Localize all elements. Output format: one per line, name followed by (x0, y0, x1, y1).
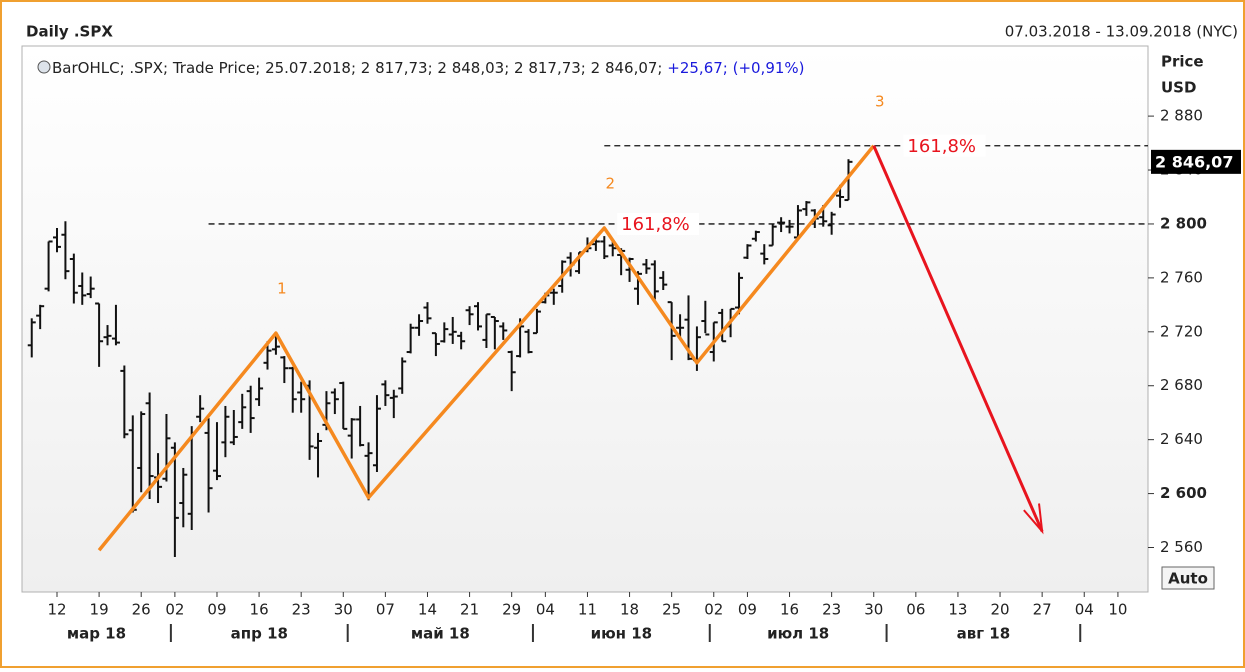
y-tick-label: 2 600 (1160, 484, 1207, 502)
x-tick-label: 12 (47, 601, 66, 619)
y-tick-label: 2 800 (1160, 214, 1207, 232)
x-tick-label: 21 (460, 601, 479, 619)
legend-icon (37, 60, 51, 74)
month-label: авг 18 (957, 625, 1011, 643)
x-tick-label: 30 (864, 601, 883, 619)
x-tick-label: 30 (334, 601, 353, 619)
x-tick-label: 09 (207, 601, 226, 619)
x-tick-label: 27 (1033, 601, 1052, 619)
x-tick-label: 25 (662, 601, 681, 619)
x-tick-label: 29 (502, 601, 521, 619)
level-label: 161,8% (621, 214, 690, 235)
legend-change: +25,67; (+0,91%) (667, 59, 804, 77)
wave-label: 2 (606, 175, 616, 193)
y-tick-label: 2 880 (1160, 107, 1203, 125)
x-tick-label: 18 (620, 601, 639, 619)
x-tick-label: 04 (1075, 601, 1094, 619)
date-range: 07.03.2018 - 13.09.2018 (NYC) (1005, 23, 1238, 41)
month-label: июн 18 (591, 625, 653, 643)
header (12, 20, 1243, 46)
chart-title: Daily .SPX (26, 23, 113, 41)
x-tick-label: 16 (250, 601, 269, 619)
x-tick-label: 04 (536, 601, 555, 619)
month-label: июл 18 (767, 625, 829, 643)
x-tick-label: 13 (948, 601, 967, 619)
wave-label: 1 (277, 280, 287, 298)
level-label-bg (903, 134, 986, 157)
last-price-label: 2 846,07 (1155, 152, 1233, 171)
y-tick-label: 2 720 (1160, 322, 1203, 340)
x-tick-label: 02 (165, 601, 184, 619)
month-label: май 18 (411, 625, 470, 643)
zigzag-line (97, 144, 876, 552)
x-tick-label: 19 (90, 601, 109, 619)
auto-button[interactable] (1161, 566, 1215, 590)
x-tick-label: 16 (780, 601, 799, 619)
auto-label[interactable]: Auto (1168, 570, 1208, 588)
month-label: апр 18 (231, 625, 288, 643)
x-tick-label: 23 (822, 601, 841, 619)
level-label-bg (617, 212, 700, 235)
legend-text: BarOHLC; .SPX; Trade Price; 25.07.2018; … (52, 59, 805, 77)
x-tick-label: 11 (578, 601, 597, 619)
x-tick-label: 23 (292, 601, 311, 619)
legend-main: BarOHLC; .SPX; Trade Price; 25.07.2018; … (52, 59, 662, 77)
month-label: мар 18 (67, 625, 126, 643)
y-tick-label: 2 680 (1160, 376, 1203, 394)
x-tick-label: 06 (906, 601, 925, 619)
y-tick-label: 2 640 (1160, 430, 1203, 448)
x-tick-label: 09 (738, 601, 757, 619)
x-tick-label: 02 (704, 601, 723, 619)
axis-unit: USD (1161, 79, 1196, 97)
x-tick-label: 20 (990, 601, 1009, 619)
x-tick-label: 07 (376, 601, 395, 619)
x-tick-label: 10 (1108, 601, 1127, 619)
level-label: 161,8% (907, 136, 976, 157)
arrow-head (1023, 503, 1044, 535)
axis-title: Price (1161, 53, 1204, 71)
y-tick-label: 2 760 (1160, 268, 1203, 286)
forecast-arrow (872, 145, 1044, 532)
x-tick-label: 14 (418, 601, 437, 619)
x-tick-label: 26 (132, 601, 151, 619)
y-tick-label: 2 560 (1160, 538, 1203, 556)
last-price-tag (1151, 149, 1241, 174)
wave-label: 3 (875, 92, 885, 110)
